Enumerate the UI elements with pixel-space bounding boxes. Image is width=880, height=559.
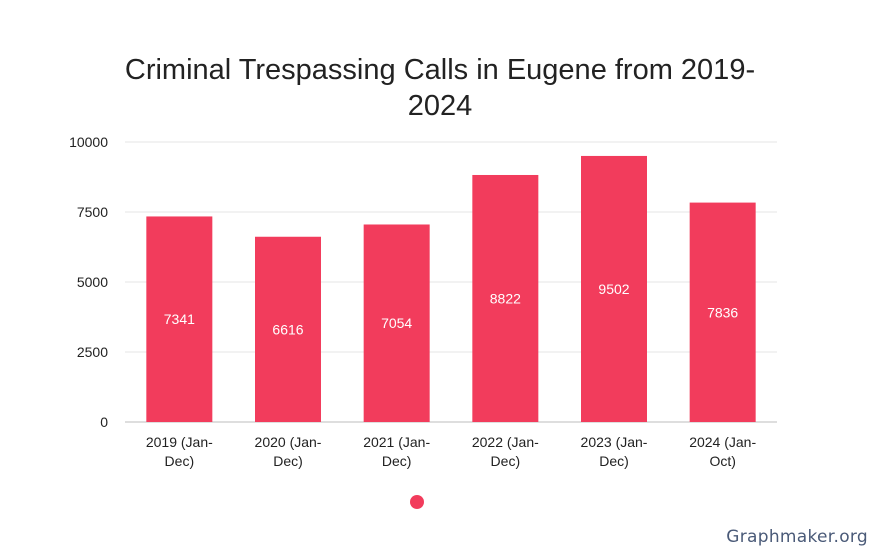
x-tick-label: Dec): [599, 453, 629, 469]
x-tick-label: 2021 (Jan-: [363, 434, 430, 450]
legend-marker: [410, 495, 424, 509]
x-tick-label: Dec): [382, 453, 412, 469]
bar: [689, 202, 756, 422]
data-label: 7836: [707, 304, 738, 320]
x-tick-label: 2020 (Jan-: [255, 434, 322, 450]
y-tick-label: 0: [100, 414, 108, 430]
data-label: 7341: [164, 311, 195, 327]
chart-title-line-1: Criminal Trespassing Calls in Eugene fro…: [124, 54, 756, 86]
y-tick-label: 2500: [77, 344, 108, 360]
x-axis-categories: 2019 (Jan- Dec) 2020 (Jan- Dec) 2021 (Jan- De…: [146, 434, 757, 469]
x-tick-label: Oct): [709, 453, 735, 469]
x-tick-label: Dec): [273, 453, 303, 469]
grid-lines: [125, 141, 777, 423]
data-label: 7054: [381, 315, 412, 331]
x-tick-label: Dec): [491, 453, 521, 469]
data-label: 6616: [272, 321, 303, 337]
legend: [410, 495, 424, 509]
watermark: Graphmaker.org: [726, 527, 868, 547]
x-tick-label: 2022 (Jan-: [472, 434, 539, 450]
y-tick-label: 10000: [69, 134, 108, 150]
chart-title-line-2: 2024: [407, 90, 473, 122]
y-tick-label: 7500: [77, 204, 108, 220]
y-axis-ticks: 0 2500 5000 7500 10000: [69, 134, 108, 430]
y-tick-label: 5000: [77, 274, 108, 290]
chart-title: Criminal Trespassing Calls in Eugene fro…: [0, 52, 880, 124]
bar: [581, 155, 647, 422]
bar: [363, 224, 430, 422]
data-label: 9502: [598, 281, 629, 297]
x-tick-label: 2019 (Jan-: [146, 434, 213, 450]
bars: [146, 155, 756, 422]
bar: [255, 236, 321, 422]
bar: [472, 174, 539, 422]
x-tick-label: 2024 (Jan-: [689, 434, 756, 450]
data-labels: 7341 6616 7054 8822 9502 7836: [164, 281, 739, 337]
data-label: 8822: [490, 290, 521, 306]
x-tick-label: 2023 (Jan-: [581, 434, 648, 450]
bar: [146, 216, 213, 422]
x-tick-label: Dec): [165, 453, 195, 469]
